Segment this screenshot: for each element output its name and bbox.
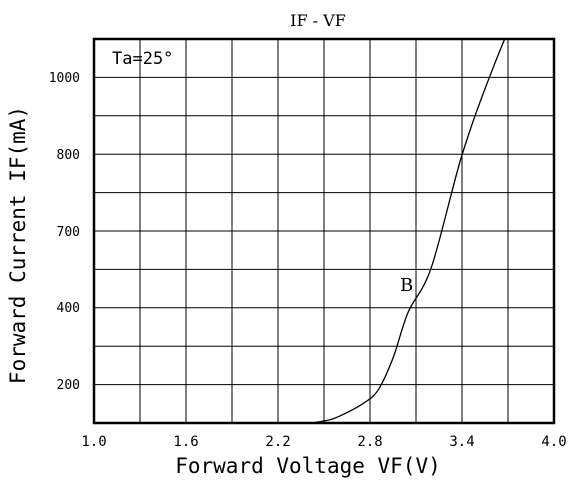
x-tick-label: 1.0 <box>81 434 106 450</box>
condition-label: Ta=25° <box>112 49 173 69</box>
y-tick-label: 1000 <box>49 71 80 86</box>
x-tick-label: 3.4 <box>449 434 474 450</box>
x-tick-label: 2.2 <box>265 434 290 450</box>
x-tick-labels: 1.0 1.6 2.2 2.8 3.4 4.0 <box>81 434 566 450</box>
series-group: B <box>311 39 506 423</box>
series-annotation-B: B <box>400 275 413 296</box>
chart-title: IF - VF <box>290 11 346 30</box>
series-line-B <box>311 39 506 423</box>
x-tick-label: 1.6 <box>173 434 198 450</box>
y-tick-label: 700 <box>57 225 80 240</box>
y-tick-label: 800 <box>57 148 80 163</box>
y-tick-labels: 1000 800 700 400 200 <box>49 71 80 393</box>
x-tick-label: 4.0 <box>541 434 566 450</box>
y-axis-label: Forward Current IF(mA) <box>6 106 30 384</box>
x-tick-label: 2.8 <box>357 434 382 450</box>
grid-lines <box>94 39 554 423</box>
y-tick-label: 200 <box>57 378 80 393</box>
y-tick-label: 400 <box>57 301 80 316</box>
plot-frame <box>92 37 556 425</box>
x-axis-label: Forward Voltage VF(V) <box>175 454 441 478</box>
